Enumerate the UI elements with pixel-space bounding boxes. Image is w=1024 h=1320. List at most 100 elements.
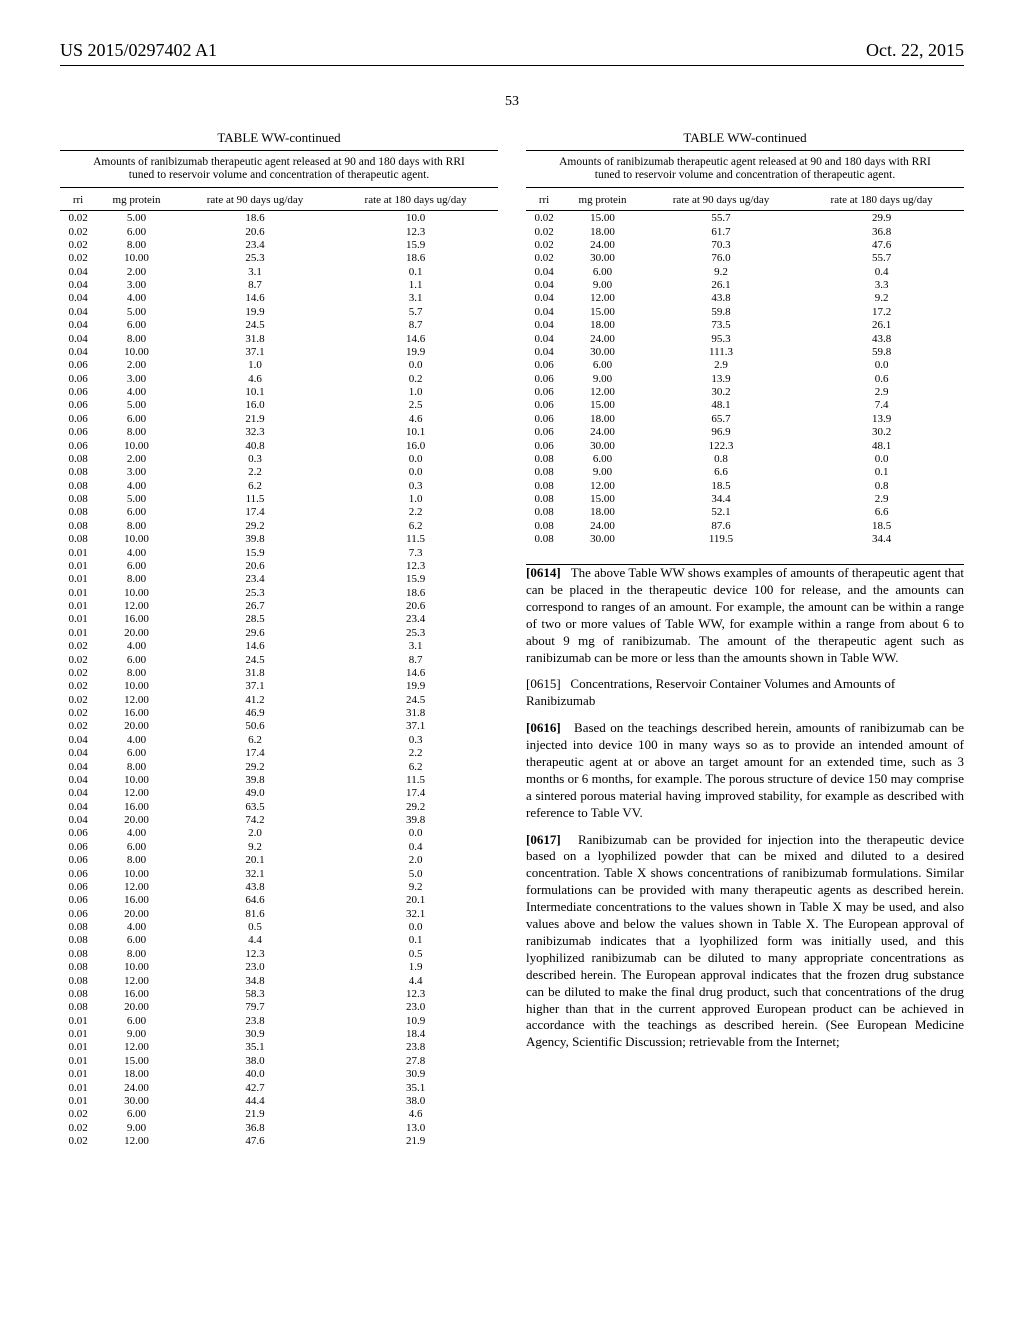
table-cell: 32.3 — [177, 425, 333, 438]
table-cell: 0.04 — [60, 773, 96, 786]
table-row: 0.042.003.10.1 — [60, 265, 498, 278]
table-cell: 37.1 — [333, 720, 498, 733]
table-cell: 6.6 — [799, 506, 964, 519]
table-cell: 20.00 — [96, 813, 177, 826]
table-cell: 14.6 — [177, 639, 333, 652]
table-cell: 0.01 — [60, 599, 96, 612]
table-cell: 36.8 — [177, 1121, 333, 1134]
table-cell: 18.5 — [799, 519, 964, 532]
table-cell: 18.6 — [333, 252, 498, 265]
table-cell: 0.3 — [177, 452, 333, 465]
table-cell: 25.3 — [333, 626, 498, 639]
table-row: 0.0824.0087.618.5 — [526, 519, 964, 532]
para-num: [0614] — [526, 565, 561, 580]
table-ww-title-right: TABLE WW-continued — [526, 130, 964, 146]
table-row: 0.0220.0050.637.1 — [60, 720, 498, 733]
table-cell: 16.00 — [96, 894, 177, 907]
table-row: 0.029.0036.813.0 — [60, 1121, 498, 1134]
table-cell: 36.8 — [799, 225, 964, 238]
table-cell: 0.01 — [60, 573, 96, 586]
table-cell: 6.2 — [177, 479, 333, 492]
table-cell: 46.9 — [177, 706, 333, 719]
table-cell: 47.6 — [799, 238, 964, 251]
table-cell: 20.1 — [177, 853, 333, 866]
table-row: 0.049.0026.13.3 — [526, 278, 964, 291]
table-row: 0.0810.0039.811.5 — [60, 532, 498, 545]
table-cell: 3.1 — [177, 265, 333, 278]
table-cell: 9.2 — [799, 292, 964, 305]
table-cell: 9.00 — [562, 466, 643, 479]
table-cell: 76.0 — [643, 252, 799, 265]
table-cell: 3.00 — [96, 466, 177, 479]
table-row: 0.0815.0034.42.9 — [526, 492, 964, 505]
table-cell: 11.5 — [333, 773, 498, 786]
table-row: 0.028.0031.814.6 — [60, 666, 498, 679]
table-row: 0.0115.0038.027.8 — [60, 1054, 498, 1067]
table-cell: 4.00 — [96, 639, 177, 652]
table-cell: 43.8 — [643, 292, 799, 305]
table-cell: 4.6 — [333, 1108, 498, 1121]
table-cell: 26.1 — [799, 318, 964, 331]
table-cell: 0.08 — [526, 532, 562, 550]
table-cell: 0.06 — [526, 425, 562, 438]
table-cell: 6.00 — [562, 359, 643, 372]
table-cell: 0.06 — [60, 840, 96, 853]
table-cell: 0.06 — [526, 412, 562, 425]
table-cell: 12.00 — [96, 787, 177, 800]
paragraph-0616: [0616] Based on the teachings described … — [526, 720, 964, 821]
table-cell: 10.00 — [96, 252, 177, 265]
table-cell: 13.0 — [333, 1121, 498, 1134]
table-row: 0.069.0013.90.6 — [526, 372, 964, 385]
table-cell: 6.00 — [96, 1108, 177, 1121]
table-row: 0.083.002.20.0 — [60, 466, 498, 479]
table-cell: 4.4 — [177, 934, 333, 947]
table-cell: 0.06 — [526, 385, 562, 398]
table-row: 0.0124.0042.735.1 — [60, 1081, 498, 1094]
table-row: 0.0112.0026.720.6 — [60, 599, 498, 612]
pub-number: US 2015/0297402 A1 — [60, 40, 217, 61]
table-cell: 9.00 — [96, 1121, 177, 1134]
table-cell: 7.3 — [333, 546, 498, 559]
table-cell: 35.1 — [177, 1041, 333, 1054]
table-cell: 6.2 — [333, 519, 498, 532]
paragraph-0614: [0614] The above Table WW shows examples… — [526, 565, 964, 666]
table-cell: 18.00 — [96, 1067, 177, 1080]
table-row: 0.086.000.80.0 — [526, 452, 964, 465]
table-cell: 8.00 — [96, 238, 177, 251]
page-number: 53 — [60, 94, 964, 110]
table-row: 0.0416.0063.529.2 — [60, 800, 498, 813]
table-cell: 50.6 — [177, 720, 333, 733]
table-cell: 0.04 — [60, 345, 96, 358]
table-cell: 24.00 — [562, 332, 643, 345]
table-cell: 0.06 — [60, 425, 96, 438]
table-row: 0.0615.0048.17.4 — [526, 399, 964, 412]
table-cell: 0.02 — [60, 653, 96, 666]
table-cell: 24.5 — [333, 693, 498, 706]
para-text: The above Table WW shows examples of amo… — [526, 565, 964, 664]
table-row: 0.046.009.20.4 — [526, 265, 964, 278]
table-cell: 95.3 — [643, 332, 799, 345]
table-cell: 12.3 — [333, 225, 498, 238]
table-cell: 31.8 — [333, 706, 498, 719]
table-cell: 21.9 — [177, 412, 333, 425]
table-cell: 20.6 — [177, 559, 333, 572]
table-ww-title-left: TABLE WW-continued — [60, 130, 498, 146]
table-cell: 1.0 — [333, 492, 498, 505]
col-mg-protein: mg protein — [96, 190, 177, 211]
table-cell: 0.02 — [60, 1134, 96, 1152]
table-cell: 20.00 — [96, 1001, 177, 1014]
table-cell: 2.2 — [177, 466, 333, 479]
table-cell: 0.01 — [60, 559, 96, 572]
table-cell: 41.2 — [177, 693, 333, 706]
table-cell: 4.00 — [96, 385, 177, 398]
table-row: 0.026.0024.58.7 — [60, 653, 498, 666]
table-row: 0.0210.0025.318.6 — [60, 252, 498, 265]
table-cell: 6.6 — [643, 466, 799, 479]
table-cell: 8.00 — [96, 573, 177, 586]
table-cell: 43.8 — [177, 880, 333, 893]
table-cell: 18.6 — [333, 586, 498, 599]
table-cell: 10.00 — [96, 773, 177, 786]
table-cell: 16.00 — [96, 706, 177, 719]
table-cell: 10.00 — [96, 532, 177, 545]
table-cell: 25.3 — [177, 252, 333, 265]
